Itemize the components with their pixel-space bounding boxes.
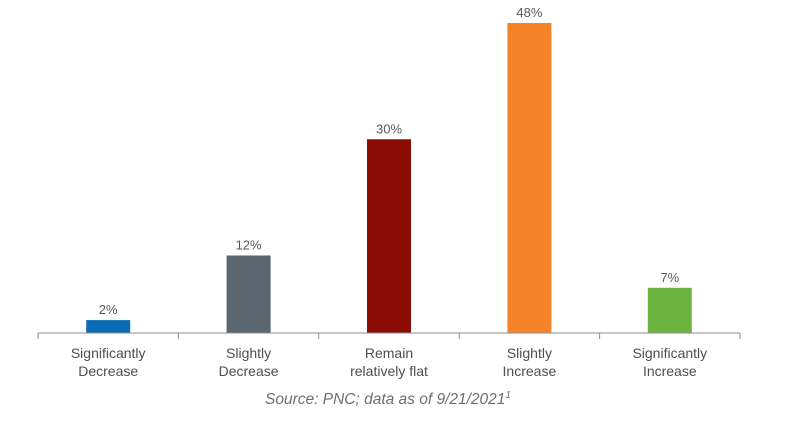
bar	[507, 23, 552, 333]
category-label: Decrease	[219, 363, 279, 379]
category-label: Decrease	[78, 363, 138, 379]
category-label: Increase	[503, 363, 557, 379]
x-axis	[37, 332, 741, 339]
bar	[367, 139, 411, 333]
data-label: 48%	[516, 5, 542, 20]
category-label: Increase	[643, 363, 697, 379]
data-label: 30%	[376, 121, 402, 136]
labels-group: 2% Significantly Decrease 12% Slightly Decrea…	[71, 5, 707, 379]
bars-group	[86, 23, 692, 333]
category-label: Remain	[365, 345, 413, 361]
category-label: Slightly	[507, 345, 552, 361]
category-label: Significantly	[71, 345, 146, 361]
bar	[647, 287, 692, 333]
category-label: relatively flat	[350, 363, 428, 379]
bar	[226, 255, 271, 333]
source-superscript: 1	[505, 390, 511, 401]
data-label: 12%	[236, 238, 262, 253]
category-label: Slightly	[226, 345, 271, 361]
source-note: Source: PNC; data as of 9/21/20211	[265, 390, 511, 408]
category-label: Significantly	[632, 345, 707, 361]
bar	[86, 320, 131, 333]
data-label: 7%	[660, 270, 679, 285]
data-label: 2%	[99, 302, 118, 317]
